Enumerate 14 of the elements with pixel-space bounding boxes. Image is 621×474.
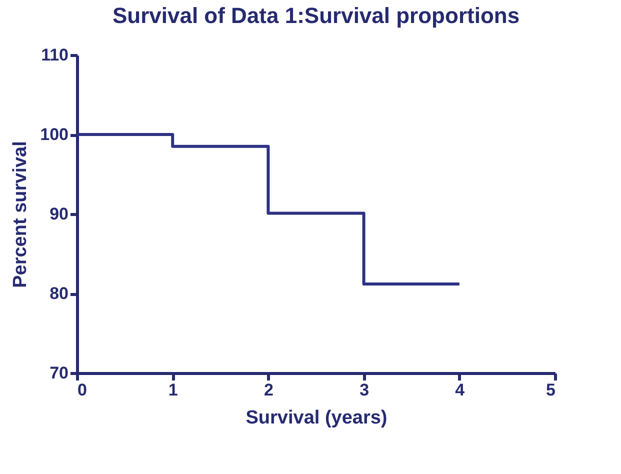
x-tick-label: 1	[168, 380, 178, 400]
y-tick-label: 80	[50, 284, 68, 303]
y-tick-label: 110	[41, 46, 68, 64]
x-tick-label: 0	[78, 380, 87, 400]
x-tick-label: 4	[455, 380, 466, 400]
y-tick-label: 70	[50, 364, 68, 382]
y-tick-label: 100	[40, 125, 68, 144]
x-tick-label: 3	[360, 380, 370, 400]
y-tick-label: 90	[50, 204, 68, 224]
x-tick-label: 5	[546, 380, 556, 400]
chart-title: Survival of Data 1:Survival proportions	[112, 3, 520, 28]
y-axis-title: Percent survival	[10, 141, 32, 288]
x-axis-title: Survival (years)	[246, 408, 388, 428]
x-tick-label: 2	[264, 380, 274, 400]
